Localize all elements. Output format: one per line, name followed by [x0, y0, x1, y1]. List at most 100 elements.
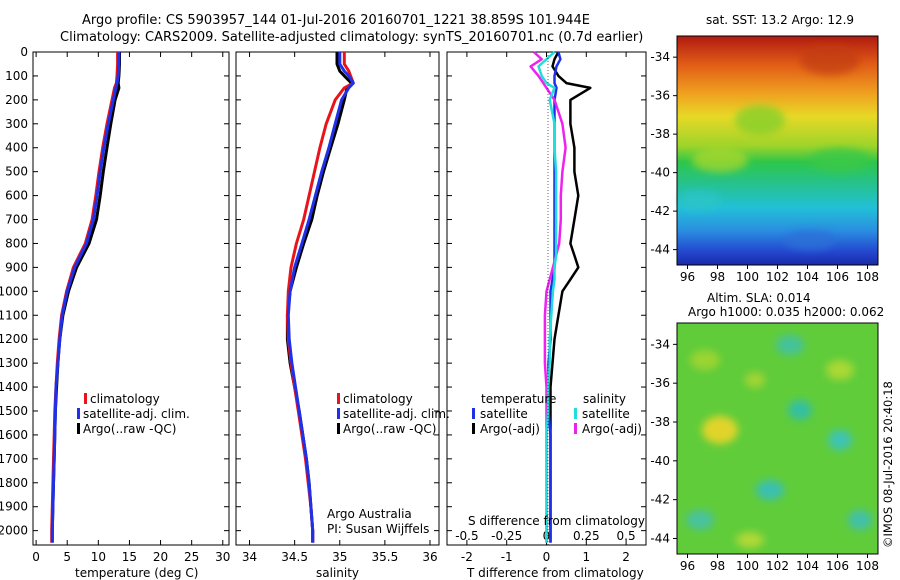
map-y-tick-label: -42 — [650, 493, 670, 507]
legend-swatch-argo — [77, 423, 80, 434]
depth-tick-label: 1300 — [0, 356, 28, 370]
depth-tick-label: 1200 — [0, 332, 28, 346]
map-x-tick-label: 108 — [856, 270, 879, 284]
legend-label-sal-argo: Argo(-adj) — [582, 422, 642, 436]
depth-tick-label: 1000 — [0, 284, 28, 298]
temperature-series-1 — [50, 52, 121, 543]
annotation-pi: PI: Susan Wijffels — [327, 522, 429, 536]
s-difference-tick-label: -0.25 — [491, 529, 522, 543]
legend-label-climatology: climatology — [343, 392, 413, 406]
legend-swatch-satellite — [77, 408, 80, 419]
depth-tick-label: 900 — [5, 260, 28, 274]
sst-blob — [680, 190, 720, 210]
depth-tick-label: 600 — [5, 189, 28, 203]
salinity-panel-frame — [235, 51, 440, 546]
imos-credit: ©IMOS 08-Jul-2016 20:40:18 — [881, 381, 895, 548]
map-y-tick-label: -36 — [650, 376, 670, 390]
map-x-tick-label: 100 — [736, 270, 759, 284]
depth-tick-label: 1900 — [0, 500, 28, 514]
x-tick-label: 25 — [184, 550, 199, 564]
depth-tick-label: 800 — [5, 236, 28, 250]
x-tick-label: 30 — [215, 550, 230, 564]
sla-blob — [788, 400, 812, 420]
depth-tick-label: 400 — [5, 141, 28, 155]
sla-blob — [690, 350, 720, 370]
map-y-tick-label: -42 — [650, 204, 670, 218]
sst-blob — [800, 45, 860, 75]
map-y-tick-label: -44 — [650, 531, 670, 545]
legend-label-sal-satellite: satellite — [582, 407, 630, 421]
depth-tick-label: 200 — [5, 93, 28, 107]
sst-map — [676, 35, 879, 266]
legend-label-argo: Argo(..raw -QC) — [343, 422, 436, 436]
depth-tick-label: 1700 — [0, 452, 28, 466]
map-y-tick-label: -34 — [650, 337, 670, 351]
sla-blob — [756, 480, 784, 500]
s-difference-tick-label: 0.5 — [617, 529, 636, 543]
salinity-legend: climatology satellite-adj. clim. Argo(..… — [337, 392, 450, 436]
sla-blob — [736, 532, 764, 548]
x-tick-label: 2 — [622, 550, 630, 564]
map-x-tick-label: 100 — [736, 559, 759, 573]
sla-blob — [702, 416, 738, 444]
x-tick-label: -1 — [501, 550, 513, 564]
s-difference-tick-label: -0.5 — [455, 529, 478, 543]
x-tick-label: 36 — [422, 550, 437, 564]
annotation-argo-australia: Argo Australia — [327, 507, 412, 521]
legend-swatch-sal-argo — [574, 423, 577, 434]
legend-title-temperature: temperature — [481, 392, 556, 406]
x-tick-label: 35 — [332, 550, 347, 564]
legend-swatch-argo — [337, 423, 340, 434]
legend-title-salinity: salinity — [583, 392, 626, 406]
x-tick-label: 34.5 — [281, 550, 308, 564]
salinity-series-1 — [286, 52, 355, 543]
depth-tick-label: 100 — [5, 69, 28, 83]
difference-series-2 — [537, 51, 558, 543]
difference-axis-label: T difference from climatology — [466, 566, 644, 580]
x-tick-label: -2 — [461, 550, 473, 564]
legend-label-climatology: climatology — [90, 392, 160, 406]
salinity-axis-label: salinity — [316, 566, 359, 580]
map-x-tick-label: 104 — [796, 270, 819, 284]
map-x-tick-label: 102 — [766, 270, 789, 284]
map-x-tick-label: 106 — [826, 270, 849, 284]
legend-label-temp-argo: Argo(-adj) — [480, 422, 540, 436]
map-x-tick-label: 106 — [826, 559, 849, 573]
legend-label-satellite: satellite-adj. clim. — [343, 407, 450, 421]
map-y-tick-label: -38 — [650, 415, 670, 429]
sst-blob — [810, 148, 870, 172]
map-x-tick-label: 108 — [856, 559, 879, 573]
header-line-2: Climatology: CARS2009. Satellite-adjuste… — [60, 30, 644, 45]
depth-tick-label: 700 — [5, 213, 28, 227]
temperature-axis-label: temperature (deg C) — [75, 566, 198, 580]
map-y-tick-label: -38 — [650, 127, 670, 141]
sst-blob — [692, 148, 748, 172]
depth-tick-label: 1500 — [0, 404, 28, 418]
map-x-tick-label: 98 — [710, 270, 725, 284]
legend-swatch-sal-satellite — [574, 408, 577, 419]
legend-swatch-climatology — [337, 393, 340, 404]
map-x-tick-label: 96 — [680, 559, 695, 573]
x-tick-label: 1 — [582, 550, 590, 564]
depth-tick-label: 1400 — [0, 380, 28, 394]
x-tick-label: 0 — [543, 550, 551, 564]
depth-tick-label: 1600 — [0, 428, 28, 442]
legend-label-satellite: satellite-adj. clim. — [83, 407, 190, 421]
sla-blob — [686, 510, 714, 530]
x-tick-label: 34 — [242, 550, 257, 564]
sla-blob — [776, 335, 804, 355]
sla-blob — [848, 510, 872, 530]
legend-label-temp-satellite: satellite — [480, 407, 528, 421]
sst-blob — [785, 230, 835, 250]
x-tick-label: 5 — [63, 550, 71, 564]
map-y-tick-label: -40 — [650, 166, 670, 180]
sla-blob — [826, 360, 854, 380]
map-x-tick-label: 102 — [766, 559, 789, 573]
map-x-tick-label: 104 — [796, 559, 819, 573]
legend-swatch-temp-satellite — [472, 408, 475, 419]
x-tick-label: 20 — [153, 550, 168, 564]
x-tick-label: 0 — [32, 550, 40, 564]
sla-map-subtitle: Argo h1000: 0.035 h2000: 0.062 — [688, 305, 884, 319]
sla-blob — [828, 430, 852, 450]
